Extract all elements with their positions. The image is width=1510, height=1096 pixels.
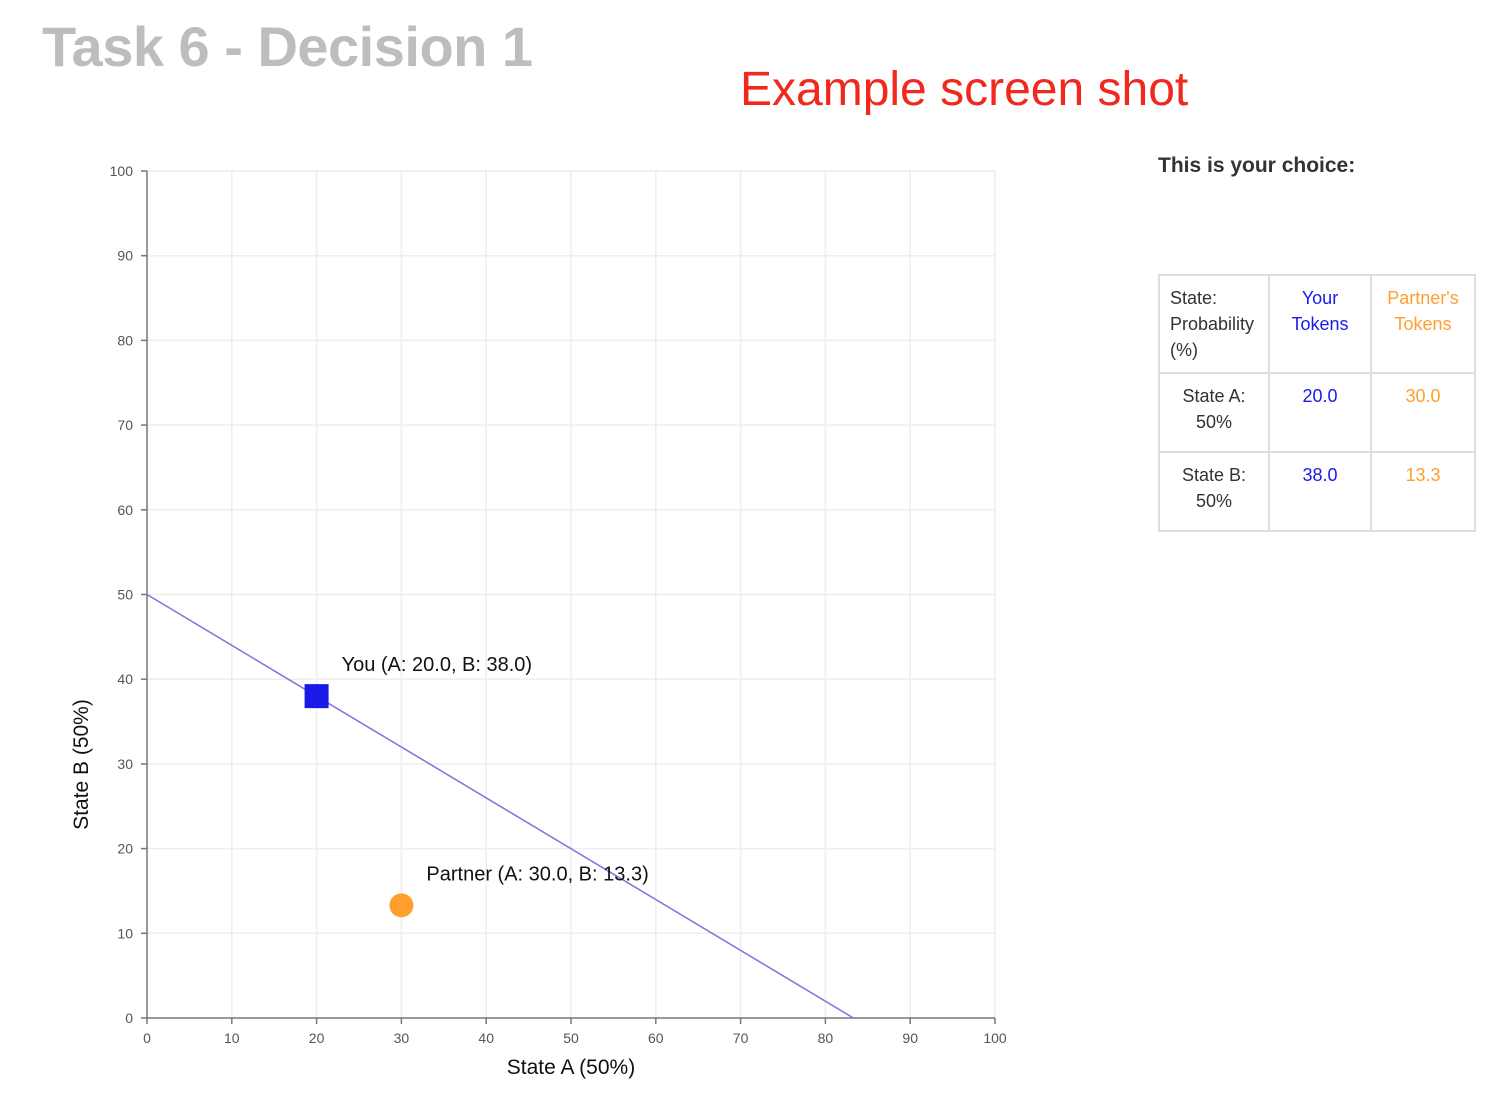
table-row: State B: 50% 38.0 13.3 xyxy=(1158,451,1476,532)
x-tick-label: 10 xyxy=(224,1030,240,1046)
state-b-partner-tokens: 13.3 xyxy=(1370,451,1476,532)
header-your-tokens: Your Tokens xyxy=(1268,274,1372,374)
example-note: Example screen shot xyxy=(740,63,1189,116)
header-partner-tokens: Partner's Tokens xyxy=(1370,274,1476,374)
x-tick-label: 40 xyxy=(478,1030,494,1046)
x-tick-label: 0 xyxy=(143,1030,151,1046)
y-tick-label: 60 xyxy=(117,502,133,518)
payoff-table-header: State: Probability (%) Your Tokens Partn… xyxy=(1158,274,1476,374)
x-axis-label: State A (50%) xyxy=(507,1056,635,1079)
x-tick-label: 20 xyxy=(309,1030,325,1046)
x-tick-label: 30 xyxy=(394,1030,410,1046)
header-state-probability: State: Probability (%) xyxy=(1158,274,1270,374)
y-tick-label: 40 xyxy=(117,671,133,687)
y-tick-label: 80 xyxy=(117,332,133,348)
you-point-label: You (A: 20.0, B: 38.0) xyxy=(342,654,532,676)
budget-line xyxy=(146,593,854,1019)
choice-chart[interactable]: 0 10 20 30 40 50 60 70 80 90 100 0 10 20 30 40 50 60 70 80 9… xyxy=(0,0,1030,1096)
x-tick-label: 80 xyxy=(818,1030,834,1046)
x-tick-label: 60 xyxy=(648,1030,664,1046)
y-tick-label: 30 xyxy=(117,756,133,772)
payoff-table: State: Probability (%) Your Tokens Partn… xyxy=(1158,274,1476,532)
state-a-label: State A: 50% xyxy=(1158,372,1270,453)
x-tick-label: 70 xyxy=(733,1030,749,1046)
state-a-partner-tokens: 30.0 xyxy=(1370,372,1476,453)
y-axis-label: State B (50%) xyxy=(70,699,93,830)
y-tick-label: 70 xyxy=(117,417,133,433)
page-title: Task 6 - Decision 1 xyxy=(42,15,533,78)
x-tick-label: 100 xyxy=(983,1030,1007,1046)
x-tick-label: 50 xyxy=(563,1030,579,1046)
y-tick-label: 10 xyxy=(117,925,133,941)
table-row: State A: 50% 20.0 30.0 xyxy=(1158,372,1476,453)
chart-grid xyxy=(147,170,996,1018)
state-b-label: State B: 50% xyxy=(1158,451,1270,532)
chart-ticks: 0 10 20 30 40 50 60 70 80 90 100 0 10 20 30 40 50 60 70 80 9… xyxy=(110,163,1007,1046)
y-tick-label: 100 xyxy=(110,163,134,179)
state-a-your-tokens: 20.0 xyxy=(1268,372,1372,453)
x-tick-label: 90 xyxy=(902,1030,918,1046)
state-b-your-tokens: 38.0 xyxy=(1268,451,1372,532)
you-marker[interactable] xyxy=(304,684,329,709)
y-tick-label: 20 xyxy=(117,841,133,857)
choice-heading: This is your choice: xyxy=(1158,154,1356,177)
y-tick-label: 90 xyxy=(117,248,133,264)
partner-point-label: Partner (A: 30.0, B: 13.3) xyxy=(426,863,648,885)
partner-marker xyxy=(389,893,414,918)
y-tick-label: 0 xyxy=(125,1010,133,1026)
chart-points[interactable]: You (A: 20.0, B: 38.0) Partner (A: 30.0, … xyxy=(304,654,649,918)
y-tick-label: 50 xyxy=(117,587,133,603)
